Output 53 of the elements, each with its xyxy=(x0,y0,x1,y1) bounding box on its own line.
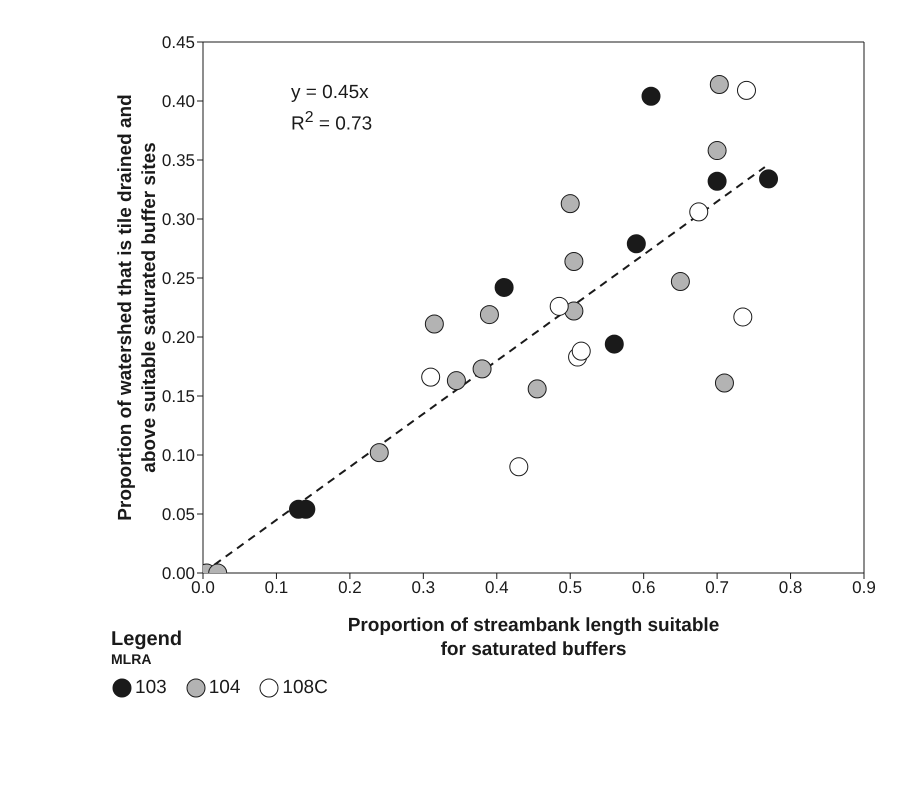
point xyxy=(550,296,569,316)
point xyxy=(710,74,729,94)
x-tick-label: 0.3 xyxy=(412,578,436,598)
point xyxy=(560,194,580,214)
y-tick-label: 0.20 xyxy=(162,328,195,348)
y-tick-label: 0.45 xyxy=(162,33,195,52)
legend-title: Legend MLRA xyxy=(111,628,184,667)
point xyxy=(480,305,499,324)
y-tick-label: 0.15 xyxy=(162,387,195,406)
point xyxy=(708,172,727,191)
y-tick-label: 0.05 xyxy=(162,505,195,524)
y-tick-label: 0.30 xyxy=(162,210,195,230)
y-axis-title: Proportion of watershed that is tile drained and above suitable saturated buffer sites xyxy=(115,94,160,521)
point xyxy=(733,307,752,326)
point xyxy=(689,202,708,222)
point xyxy=(714,374,734,393)
x-tick-label: 0.7 xyxy=(705,578,729,598)
point xyxy=(572,342,591,361)
y-tick-label: 0.10 xyxy=(162,446,195,466)
point xyxy=(670,272,690,292)
point xyxy=(626,234,646,254)
annotation: y = 0.45x xyxy=(291,81,370,105)
point xyxy=(736,80,756,100)
x-tick-label: 0.6 xyxy=(632,578,656,598)
x-tick-label: 0.0 xyxy=(191,578,215,598)
x-tick-label: 0.9 xyxy=(852,578,876,598)
point xyxy=(564,252,584,271)
y-tick-label: 0.40 xyxy=(162,92,195,112)
legend-label: 103 xyxy=(135,677,167,699)
legend-label: 104 xyxy=(208,677,240,699)
point xyxy=(509,457,528,476)
point xyxy=(370,443,389,462)
y-tick-label: 0.35 xyxy=(162,151,195,170)
x-tick-label: 0.5 xyxy=(558,578,582,598)
point xyxy=(446,371,466,390)
point xyxy=(424,314,444,334)
point xyxy=(528,379,547,398)
x-axis-title: Proportion of streambank length suitable for saturated buffers xyxy=(348,615,720,660)
point xyxy=(604,334,624,354)
x-tick-label: 0.2 xyxy=(338,578,362,598)
point xyxy=(642,86,661,106)
point xyxy=(708,141,727,160)
x-tick-label: 0.1 xyxy=(264,578,288,598)
x-tick-label: 0.4 xyxy=(484,578,509,598)
point xyxy=(421,368,440,387)
point xyxy=(759,169,778,188)
point xyxy=(494,278,514,297)
point xyxy=(564,302,584,321)
y-tick-label: 0.25 xyxy=(162,269,195,288)
annotation: R$^{2}$ = 0.73 xyxy=(291,108,372,136)
legend-label: 108C xyxy=(282,677,328,699)
x-tick-label: 0.8 xyxy=(778,578,802,598)
point xyxy=(472,359,492,378)
